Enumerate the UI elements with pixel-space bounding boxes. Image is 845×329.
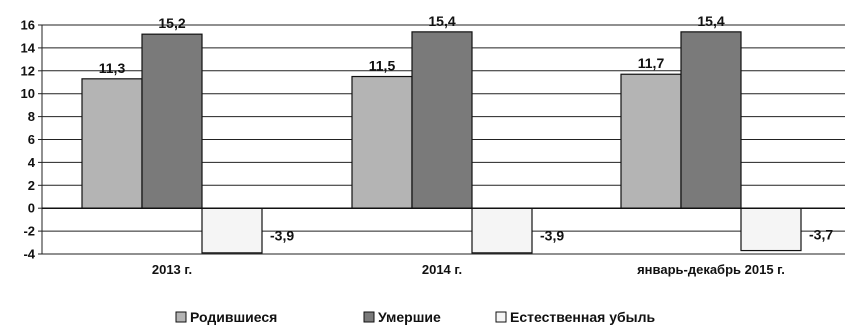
legend-swatch-1: [175, 311, 187, 323]
data-label: 15,4: [697, 13, 724, 29]
bar-3-1: [201, 207, 263, 254]
legend-swatch-3: [495, 311, 507, 323]
bar-1-2: [351, 75, 413, 209]
labels: -4 -2 0 2 4 6 8 10 12 14 16 11,3 15,2 -3,9 2013 г. 11,5…: [21, 13, 834, 277]
y-tick-label: 8: [28, 109, 35, 124]
data-label: 11,5: [369, 58, 396, 74]
bar-1-3: [620, 73, 682, 209]
y-tick-label: 16: [21, 18, 35, 33]
bar-2-3: [680, 31, 742, 209]
data-label: 11,3: [99, 60, 126, 76]
y-tick-label: 6: [28, 132, 35, 147]
data-label: -3,9: [540, 228, 564, 244]
y-tick-label: 0: [28, 201, 35, 216]
bar-3-2: [471, 207, 533, 254]
y-tick-label: 10: [21, 86, 35, 101]
y-tick-label: 12: [21, 63, 35, 78]
bars: [81, 31, 802, 254]
category-label: январь-декабрь 2015 г.: [637, 262, 785, 277]
legend-label-3: Естественная убыль: [510, 309, 655, 325]
data-label: 15,4: [428, 13, 455, 29]
y-tick-label: -2: [23, 224, 35, 239]
bar-3-3: [740, 207, 802, 252]
data-label: -3,7: [809, 226, 833, 242]
category-label: 2013 г.: [152, 262, 192, 277]
legend-label-1: Родившиеся: [190, 309, 277, 325]
y-tick-label: 4: [28, 155, 36, 170]
bar-1-1: [81, 78, 143, 209]
legend-label-2: Умершие: [378, 309, 441, 325]
category-label: 2014 г.: [422, 262, 462, 277]
data-label: -3,9: [270, 228, 294, 244]
legend-swatch-2: [363, 311, 375, 323]
axes: [38, 24, 845, 255]
y-tick-label: 2: [28, 178, 35, 193]
bar-2-2: [411, 31, 473, 209]
bar-2-1: [141, 33, 203, 209]
data-label: 15,2: [158, 15, 185, 31]
data-label: 11,7: [638, 55, 665, 71]
legend: Родившиеся Умершие Естественная убыль: [175, 309, 655, 325]
y-tick-label: -4: [23, 247, 35, 262]
y-tick-label: 14: [21, 40, 36, 55]
